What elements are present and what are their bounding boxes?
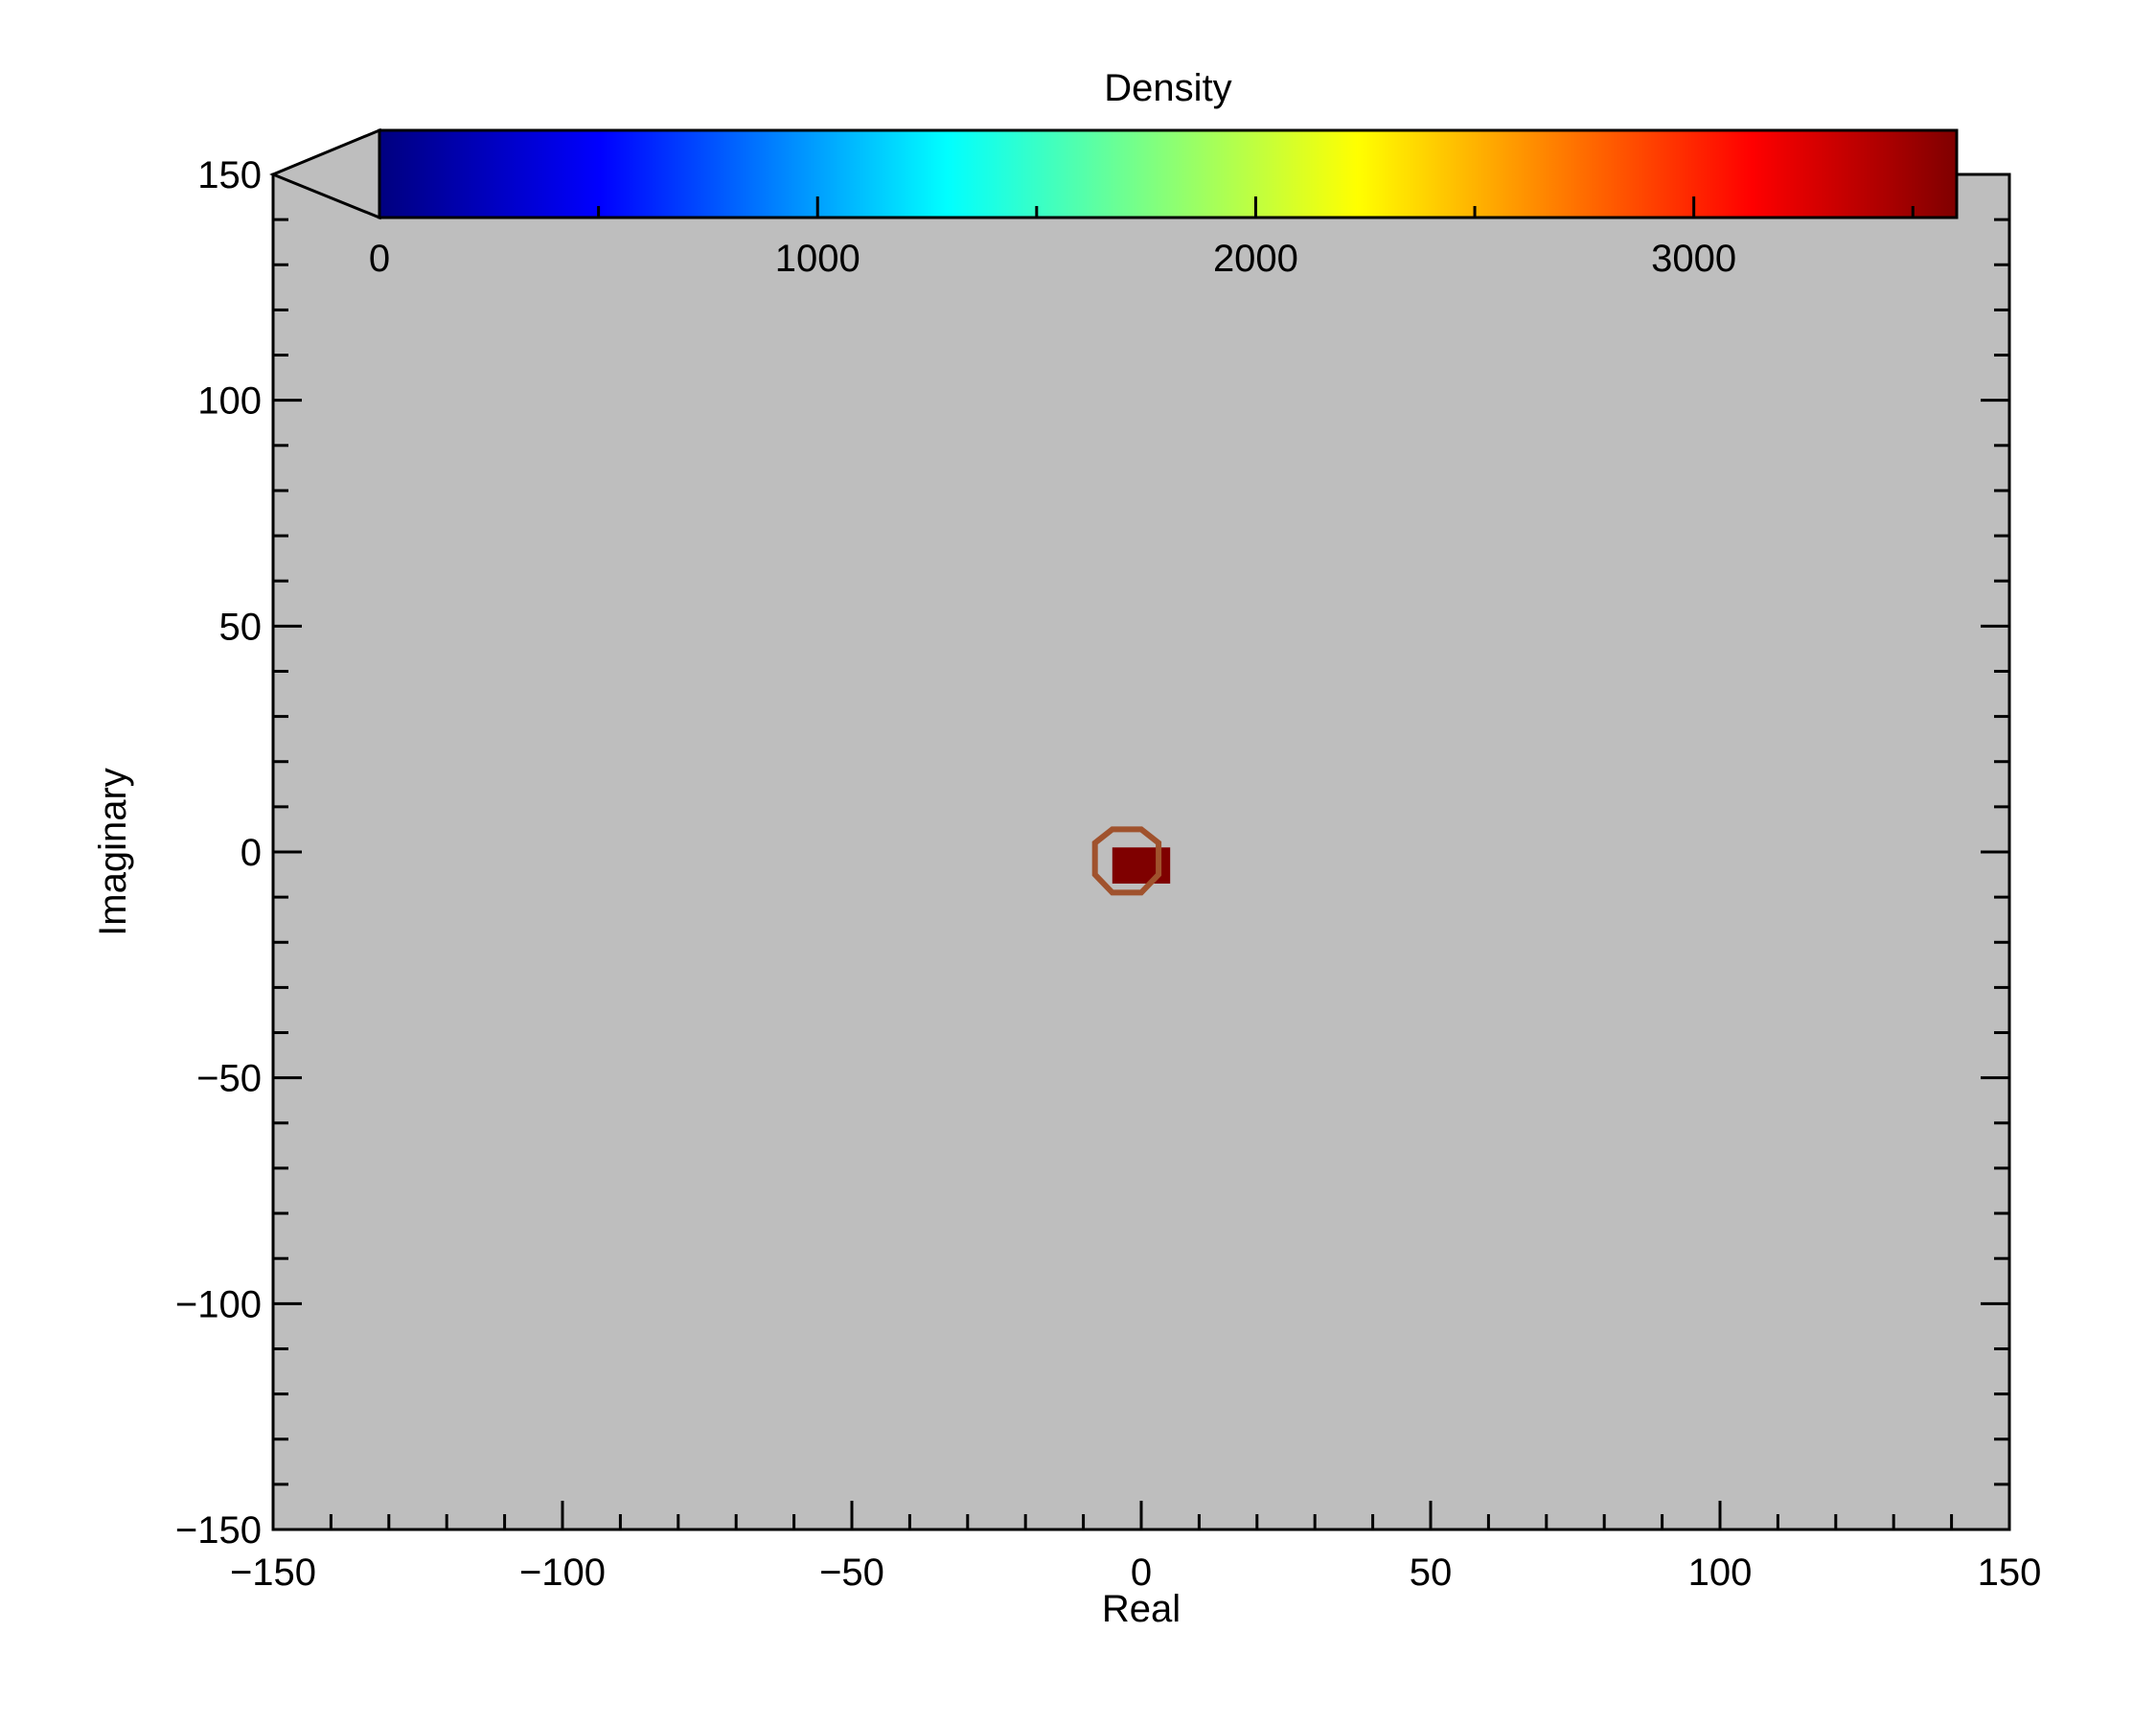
y-tick-label: −50 xyxy=(196,1058,262,1100)
x-tick-label: 50 xyxy=(1410,1552,1453,1594)
x-tick-label: −150 xyxy=(230,1552,316,1594)
heatmap-cell xyxy=(1112,847,1171,884)
y-axis-ticks xyxy=(273,172,2009,1531)
colorbar-ticks xyxy=(378,196,1915,218)
colorbar-gradient xyxy=(378,128,1959,219)
colorbar-tick-label: 1000 xyxy=(775,238,860,280)
x-tick-label: −100 xyxy=(519,1552,606,1594)
x-axis-ticks xyxy=(271,1501,2011,1530)
y-axis-tick-labels: −150 −100 −50 0 50 100 150 xyxy=(175,154,262,1552)
x-tick-label: 100 xyxy=(1688,1552,1753,1594)
colorbar-tick-label: 0 xyxy=(369,238,390,280)
contour-lines xyxy=(1091,826,1162,896)
heatmap-cells xyxy=(1112,847,1171,884)
y-tick-label: 150 xyxy=(197,154,262,196)
y-tick-label: −150 xyxy=(175,1509,262,1552)
y-tick-label: 50 xyxy=(219,606,263,648)
colorbar-tick-label: 3000 xyxy=(1651,238,1736,280)
x-tick-label: 150 xyxy=(1978,1552,2042,1594)
y-tick-label: −100 xyxy=(175,1283,262,1325)
contour-line xyxy=(1091,826,1162,896)
y-tick-label: 100 xyxy=(197,380,262,423)
x-tick-label: 0 xyxy=(1131,1552,1152,1594)
colorbar-tick-label: 2000 xyxy=(1213,238,1298,280)
x-tick-label: −50 xyxy=(819,1552,884,1594)
x-axis-tick-labels: −150 −100 −50 0 50 100 150 xyxy=(230,1552,2041,1594)
y-axis-title: Imaginary xyxy=(92,768,134,936)
x-axis-title: Real xyxy=(1102,1588,1181,1630)
colorbar-title: Density xyxy=(1104,67,1231,109)
colorbar-tick-labels: 0 1000 2000 3000 xyxy=(369,238,1736,280)
y-tick-label: 0 xyxy=(241,832,262,874)
colorbar: 0 1000 2000 3000 Density xyxy=(269,67,1959,280)
